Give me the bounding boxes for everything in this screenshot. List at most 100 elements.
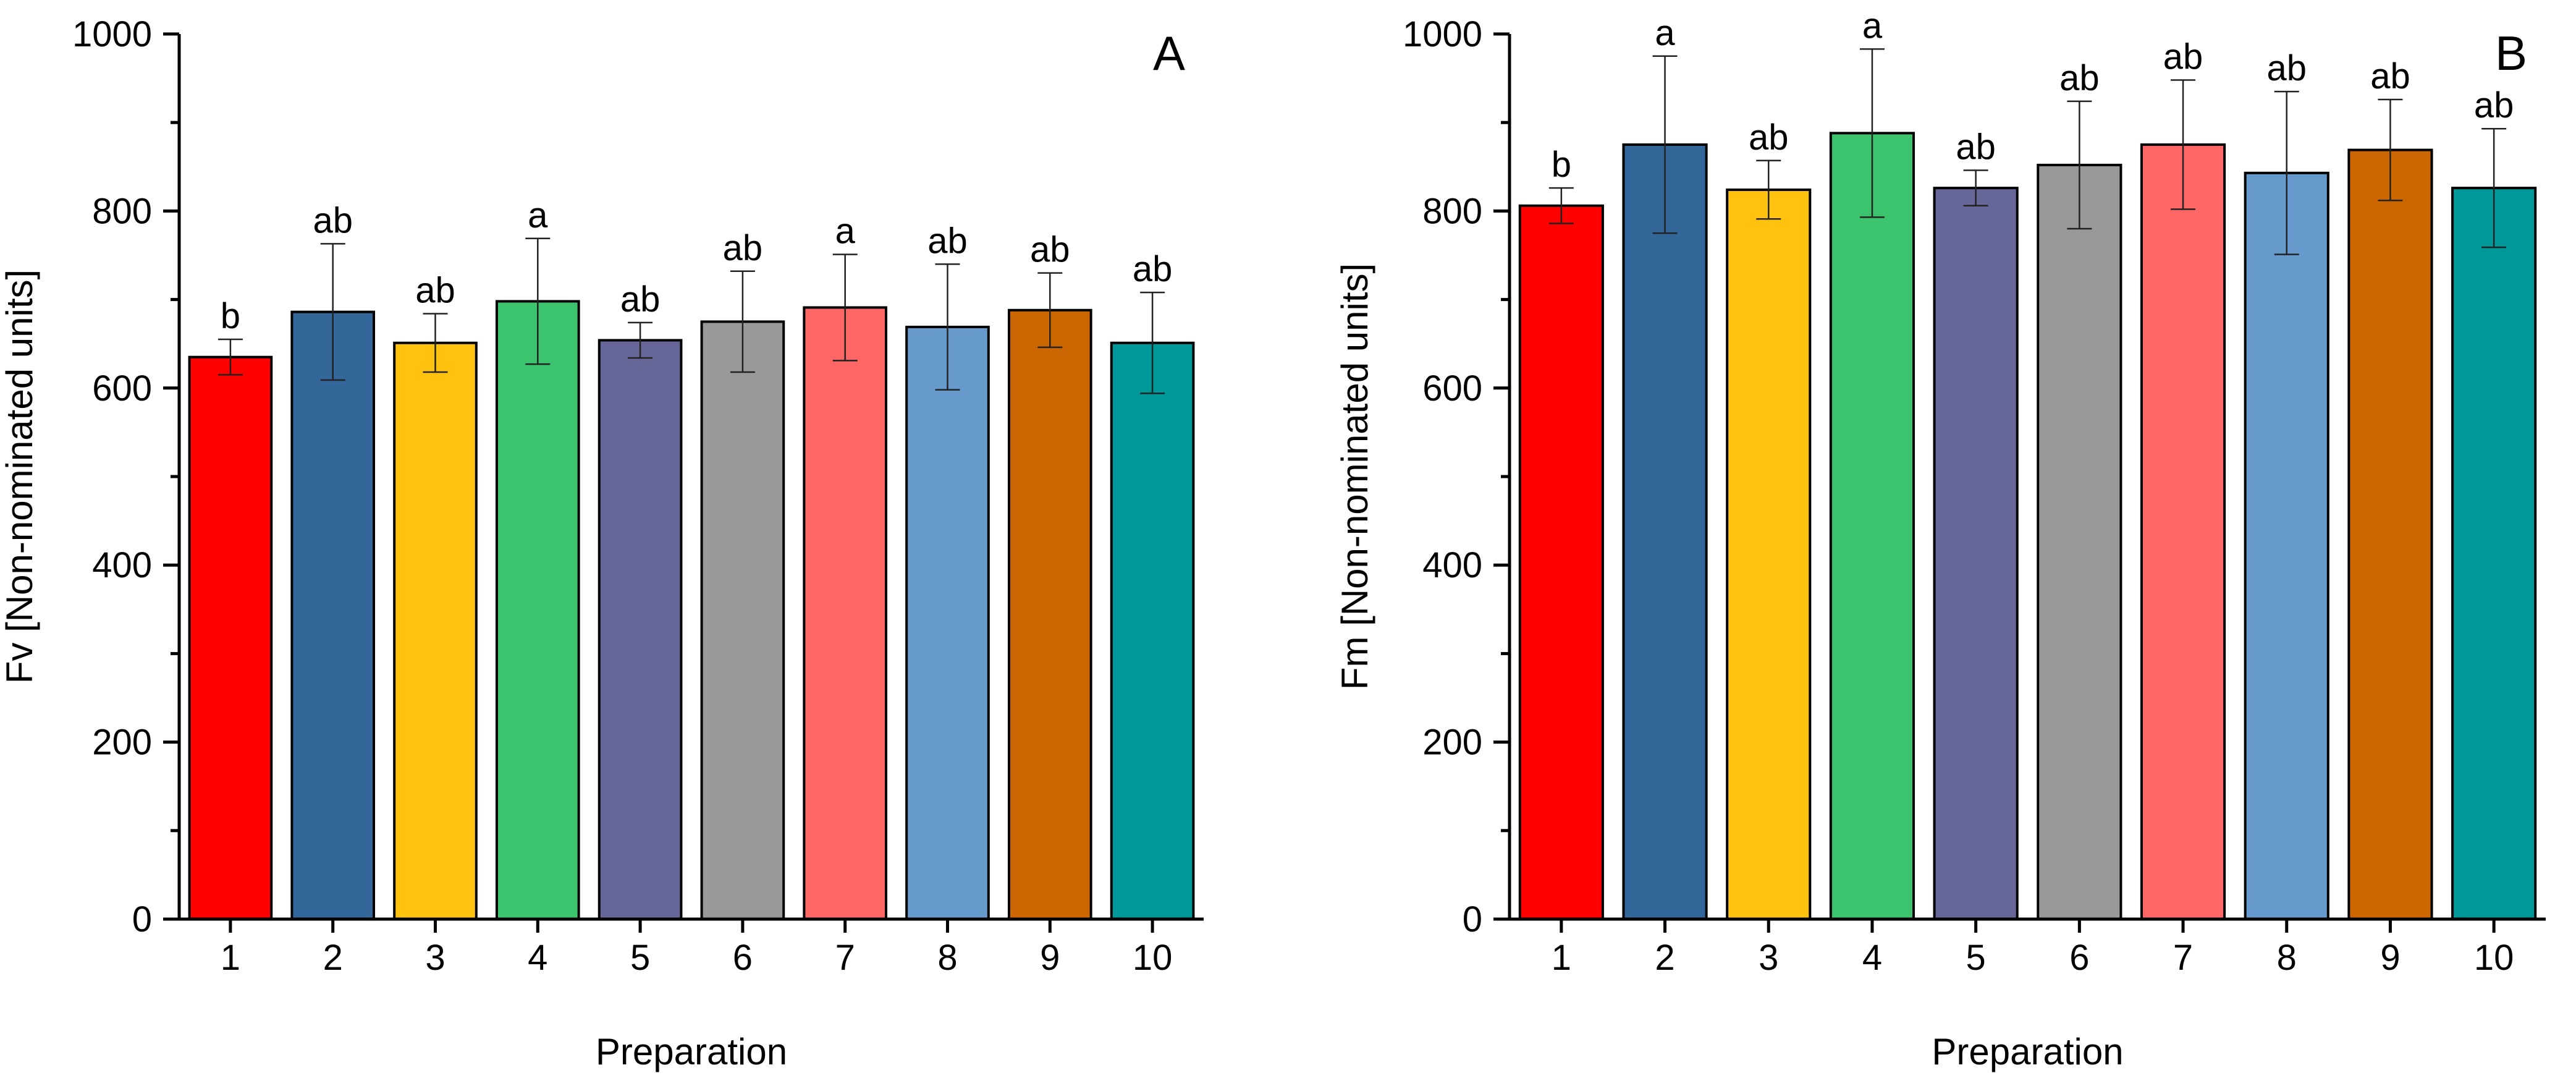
- x-tick-label: 6: [2069, 938, 2089, 978]
- bar-9: [1007, 308, 1092, 920]
- x-tick-label: 5: [630, 938, 650, 978]
- x-tick-label: 4: [528, 938, 547, 978]
- significance-label-8: ab: [927, 221, 968, 261]
- error-bar-1: [1548, 187, 1574, 224]
- significance-label-8: ab: [2266, 48, 2307, 88]
- significance-label-4: a: [528, 195, 548, 235]
- bar-2: [1622, 143, 1708, 920]
- error-bar-10: [1140, 291, 1165, 394]
- significance-label-2: a: [1655, 13, 1675, 53]
- significance-label-4: a: [1862, 6, 1883, 46]
- y-tick-label: 800: [92, 191, 152, 231]
- x-tick-label: 9: [2380, 938, 2400, 978]
- significance-label-10: ab: [1133, 249, 1173, 289]
- bar-5: [1933, 187, 2019, 921]
- x-tick-label: 10: [1133, 938, 1173, 978]
- error-bar-5: [628, 321, 653, 359]
- significance-label-6: ab: [723, 228, 763, 268]
- bar-5: [598, 339, 683, 920]
- significance-label-2: ab: [313, 200, 353, 240]
- panel-label: B: [2495, 26, 2527, 80]
- bar-8: [905, 325, 990, 920]
- error-bar-3: [1756, 159, 1781, 220]
- panel-label: A: [1153, 26, 1185, 80]
- error-bar-6: [730, 270, 755, 373]
- x-tick-label: 3: [425, 938, 445, 978]
- x-tick-label: 8: [2277, 938, 2297, 978]
- x-tick-label: 5: [1966, 938, 1986, 978]
- y-tick-label: 800: [1422, 191, 1482, 231]
- bar-10: [1110, 341, 1195, 920]
- error-bar-2: [1652, 55, 1678, 234]
- bar-6: [700, 320, 785, 920]
- x-tick-label: 9: [1040, 938, 1060, 978]
- bar-3: [1726, 189, 1812, 921]
- x-tick-label: 6: [733, 938, 753, 978]
- bar-10: [2451, 187, 2537, 921]
- error-bar-4: [525, 237, 551, 365]
- significance-label-7: ab: [2163, 36, 2203, 77]
- error-bar-8: [2274, 90, 2299, 255]
- error-bar-5: [1963, 169, 1988, 207]
- significance-label-7: a: [835, 211, 856, 252]
- y-tick-label: 600: [1422, 368, 1482, 409]
- error-bar-9: [2378, 98, 2403, 202]
- error-bar-2: [320, 243, 345, 381]
- error-bar-7: [832, 253, 858, 362]
- y-axis-title: Fm [Non-nominated units]: [1334, 263, 1375, 690]
- error-bar-1: [217, 338, 243, 376]
- bar-7: [803, 306, 888, 921]
- error-bar-8: [935, 263, 960, 391]
- x-tick-label: 8: [937, 938, 957, 978]
- y-tick-label: 200: [92, 723, 152, 763]
- significance-label-6: ab: [2059, 58, 2100, 98]
- error-bar-7: [2171, 79, 2196, 210]
- bar-7: [2140, 143, 2226, 920]
- x-tick-label: 4: [1862, 938, 1882, 978]
- x-tick-label: 1: [1552, 938, 1571, 978]
- y-tick-label: 400: [1422, 545, 1482, 585]
- y-tick-label: 0: [132, 899, 152, 940]
- significance-label-5: ab: [620, 279, 661, 320]
- bar-6: [2037, 163, 2122, 920]
- bar-9: [2347, 148, 2433, 920]
- error-bar-6: [2067, 100, 2092, 230]
- significance-label-5: ab: [1956, 127, 1996, 168]
- y-tick-label: 0: [1463, 899, 1482, 940]
- x-tick-label: 7: [2173, 938, 2193, 978]
- y-tick-label: 1000: [72, 14, 152, 54]
- y-axis-title: Fv [Non-nominated units]: [0, 269, 40, 684]
- significance-label-3: ab: [415, 271, 455, 311]
- error-bar-9: [1037, 272, 1063, 349]
- bar-3: [393, 341, 478, 920]
- significance-label-9: ab: [1030, 230, 1070, 270]
- significance-label-3: ab: [1749, 117, 1789, 158]
- chart-panel-b: b 1 a 2 ab 3 a 4 ab 5 ab 6 ab 7 ab 8 ab 9 ab 10 0 200 400 600 80…: [1334, 6, 2546, 1072]
- x-tick-label: 2: [323, 938, 343, 978]
- error-bar-4: [1859, 48, 1885, 218]
- y-tick-label: 400: [92, 545, 152, 585]
- x-axis-title: Preparation: [1932, 1031, 2123, 1072]
- significance-label-1: b: [221, 296, 240, 336]
- x-axis-title: Preparation: [596, 1031, 787, 1072]
- y-tick-label: 600: [92, 368, 152, 409]
- x-tick-label: 3: [1759, 938, 1778, 978]
- bar-1: [1518, 204, 1604, 921]
- chart-panel-a: b 1 ab 2 ab 3 a 4 ab 5 ab 6 a 7 ab 8 ab 9 ab 10 0 200 400 600 80…: [0, 14, 1204, 1072]
- bar-2: [290, 310, 376, 920]
- x-tick-label: 2: [1655, 938, 1674, 978]
- significance-label-1: b: [1552, 145, 1571, 185]
- error-bar-10: [2481, 127, 2507, 248]
- x-tick-label: 7: [835, 938, 855, 978]
- error-bar-3: [423, 313, 448, 373]
- bar-4: [495, 300, 580, 920]
- x-tick-label: 1: [221, 938, 240, 978]
- bar-4: [1829, 132, 1915, 920]
- y-tick-label: 200: [1422, 723, 1482, 763]
- bar-8: [2244, 171, 2329, 921]
- significance-label-10: ab: [2474, 85, 2514, 125]
- y-tick-label: 1000: [1403, 14, 1482, 54]
- x-tick-label: 10: [2474, 938, 2514, 978]
- bar-1: [188, 355, 273, 920]
